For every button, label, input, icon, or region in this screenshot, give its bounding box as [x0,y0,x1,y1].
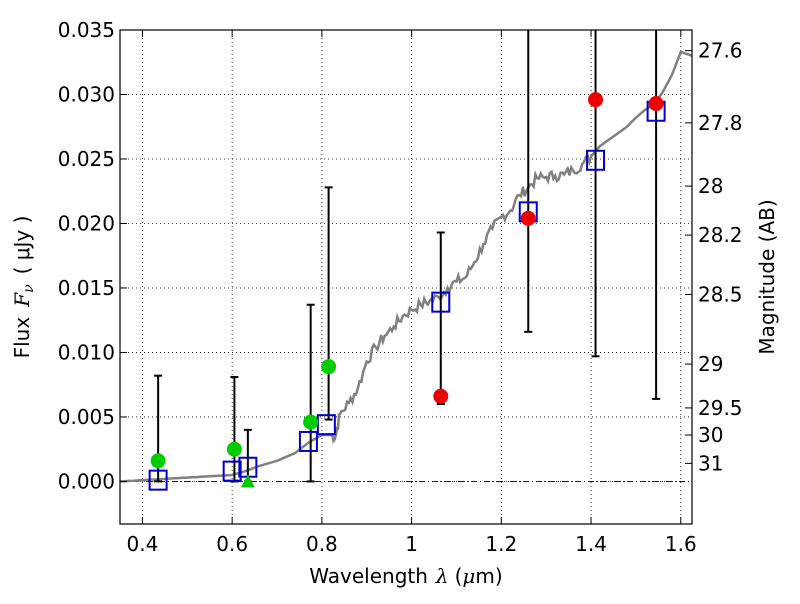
x-tick-label: 0.8 [306,532,338,556]
grid-layer [120,29,692,524]
y2-tick-label: 29.5 [698,396,743,420]
y2-tick-label: 27.8 [698,111,743,135]
x-axis-title: Wavelength λ (μm) [309,564,502,588]
y2-tick-label: 28 [698,174,723,198]
error-bar-layer [154,30,661,483]
x-axis-unit-rest: m) [475,564,502,588]
y-tick-label: 0.025 [58,147,115,171]
marker-layer [148,92,666,491]
y-axis-unit: ( μJy ) [10,216,34,275]
detection-marker [303,414,319,430]
y-tick-label: 0.030 [58,82,115,106]
model-photometry-marker [222,460,242,482]
x-tick-label: 1.6 [665,532,697,556]
y2-tick-label: 30 [698,423,723,447]
y-axis-title: Flux Fν ( μJy ) [10,216,37,359]
detection-marker [226,441,242,457]
ir-detection-marker [648,96,664,112]
x-tick-label: 0.4 [127,532,159,556]
y2-tick-label: 31 [698,451,723,475]
y-tick-label: 0.035 [58,18,115,42]
tick-layer: 0.4 0.6 0.8 1 1.2 1.4 1.6 0.000 0.005 0.010 0.015 0… [58,18,743,556]
y2-axis-title: Magnitude (AB) [755,199,779,354]
detection-marker [321,359,337,375]
x-tick-label: 1.4 [575,532,607,556]
upper-limit-marker [240,474,255,488]
y-tick-label: 0.020 [58,211,115,235]
y-tick-label: 0.010 [58,340,115,364]
model-photometry-marker [148,469,168,491]
model-photometry-marker [431,291,451,313]
plot-frame-layer [119,29,693,525]
y2-tick-label: 28.2 [698,223,743,247]
x-tick-label: 1 [405,532,418,556]
y-tick-label: 0.000 [58,469,115,493]
ir-detection-marker [588,92,604,108]
y-axis-title-prefix: Flux [10,317,34,359]
x-axis-title-prefix: Wavelength [309,564,428,588]
y2-tick-label: 28.5 [698,282,743,306]
y-axis-symbol: F [10,292,34,308]
x-axis-symbol: λ [435,564,449,588]
x-tick-label: 0.6 [216,532,248,556]
model-photometry-marker [586,149,606,171]
x-tick-label: 1.2 [485,532,517,556]
x-axis-unit-open: ( [455,564,463,588]
model-spectrum-line [119,50,693,483]
y-axis-subscript: ν [21,284,37,293]
ir-detection-marker [433,388,449,404]
y-tick-label: 0.015 [58,276,115,300]
model-photometry-marker [316,414,336,436]
y-tick-label: 0.005 [58,405,115,429]
ir-detection-marker [520,210,536,226]
y2-tick-label: 27.6 [698,39,743,63]
x-axis-unit-symbol: μ [462,564,475,588]
model-photometry-marker [298,430,318,452]
y2-tick-label: 29 [698,352,723,376]
detection-marker [150,453,166,469]
plot-frame [119,29,693,525]
model-spectrum-layer [119,50,693,483]
